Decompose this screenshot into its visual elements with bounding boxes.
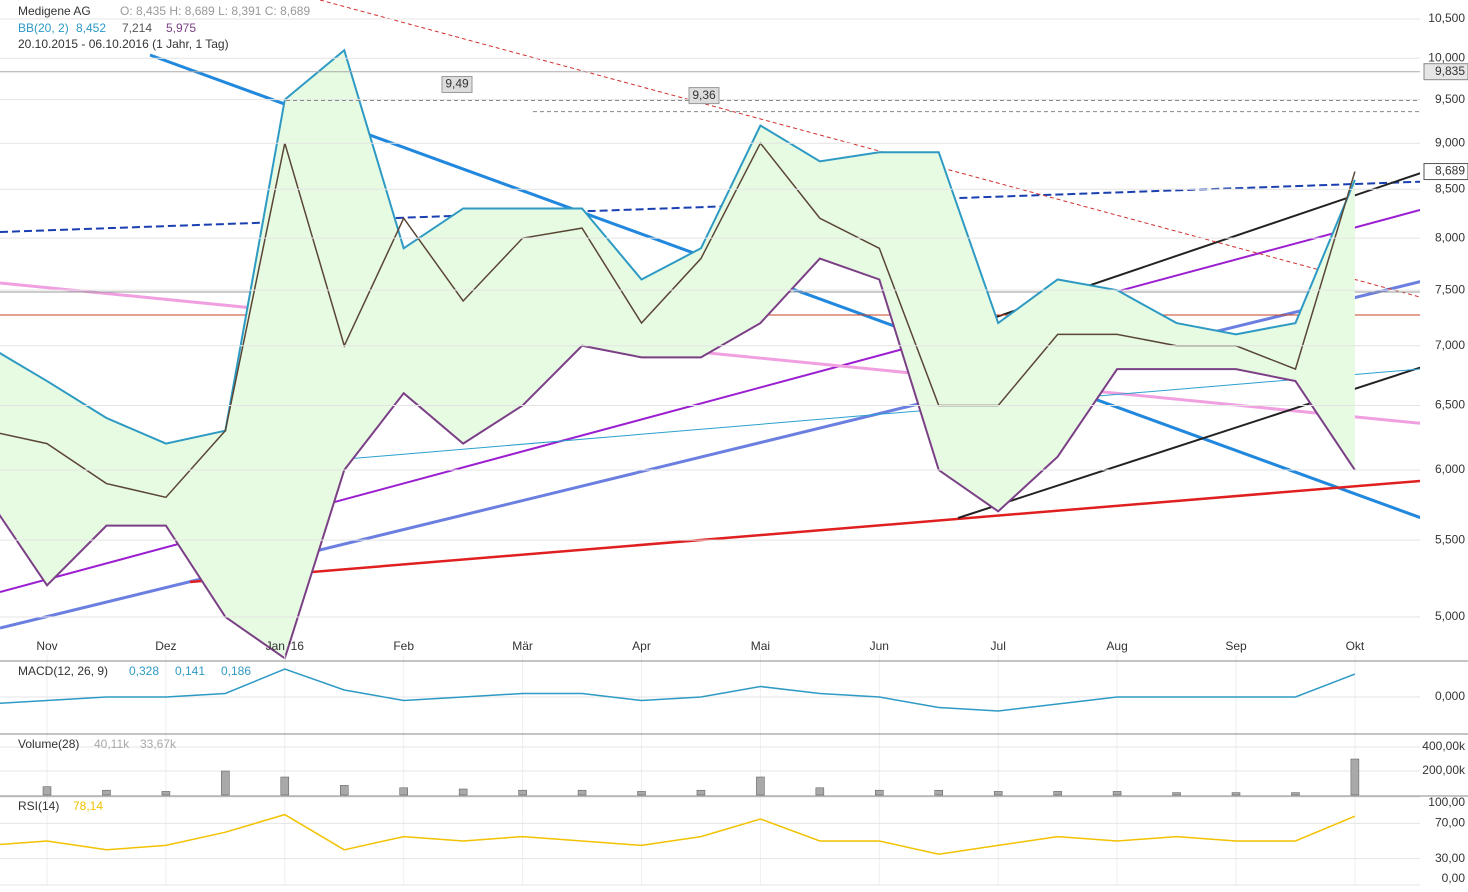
pane-legend-value: 33,67k xyxy=(140,737,177,751)
x-tick-label: Dez xyxy=(155,639,176,653)
volume-bar xyxy=(993,791,1003,796)
indicator-line xyxy=(0,813,1356,855)
x-tick-label: Okt xyxy=(1346,639,1365,653)
last-price-label: 8,689 xyxy=(1435,164,1465,178)
series-line xyxy=(0,141,1356,499)
trend-line xyxy=(0,281,1420,425)
y-tick-label: 8,000 xyxy=(1435,230,1465,244)
volume-bar xyxy=(1350,758,1360,796)
x-tick-label: Nov xyxy=(36,639,57,653)
volume-bar xyxy=(875,789,884,796)
trend-line xyxy=(319,0,1420,298)
annotation-box xyxy=(441,75,473,93)
y-tick-label: 6,500 xyxy=(1435,398,1465,412)
x-tick-label: Mai xyxy=(751,639,770,653)
volume-bar xyxy=(815,787,825,796)
volume-bar xyxy=(1291,792,1300,796)
pane-legend-value: 40,11k xyxy=(94,737,130,751)
bb-value: 7,214 xyxy=(122,21,152,35)
plot xyxy=(0,48,1356,660)
y-tick-label: 200,00k xyxy=(1422,763,1466,777)
y-tick-label: 7,000 xyxy=(1435,338,1465,352)
period: 20.10.2015 - 06.10.2016 (1 Jahr, 1 Tag) xyxy=(18,37,229,51)
y-tick-label: 400,00k xyxy=(1422,739,1466,753)
pane-legend-value: 0,328 xyxy=(129,664,159,678)
y-tick-label: 6,000 xyxy=(1435,462,1465,476)
x-tick-label: Aug xyxy=(1106,639,1127,653)
trend-line xyxy=(189,479,1420,584)
annotation-label: 9,49 xyxy=(445,77,469,91)
y-tick-label: 10,000 xyxy=(1428,50,1465,64)
y-tick-label: 9,000 xyxy=(1435,135,1465,149)
volume-bar xyxy=(399,787,408,796)
y-tick-label: 5,000 xyxy=(1435,609,1465,623)
volume-bar xyxy=(102,789,111,796)
x-tick-label: Mär xyxy=(512,639,533,653)
y-tick-label: 70,00 xyxy=(1435,816,1465,830)
indicator-line xyxy=(0,668,1356,712)
pane-legend-value: 78,14 xyxy=(73,799,103,813)
y-tick-label: 0,00 xyxy=(1442,871,1466,885)
last-price-tag xyxy=(1423,163,1468,181)
bb-band xyxy=(0,50,1355,659)
pane-legend-value: 0,141 xyxy=(175,664,205,678)
x-tick-label: Sep xyxy=(1225,639,1247,653)
bb-label: BB(20, 2) xyxy=(18,21,69,35)
volume-bar xyxy=(340,785,349,796)
volume-bar xyxy=(1231,792,1241,796)
volume-bar xyxy=(280,776,290,796)
volume-bar xyxy=(637,791,646,796)
header-ohlc: O: 8,435 H: 8,689 L: 8,391 C: 8,689 xyxy=(120,4,310,18)
y-tick-label: 30,00 xyxy=(1435,851,1465,865)
x-tick-label: Apr xyxy=(632,639,651,653)
volume-bar xyxy=(1053,791,1062,796)
volume-bar xyxy=(1172,792,1181,796)
price-tag xyxy=(1423,63,1468,81)
y-tick-label: 9,500 xyxy=(1435,92,1465,106)
series-line xyxy=(0,257,1356,660)
x-tick-label: Jul xyxy=(991,639,1006,653)
y-tick-label: 8,500 xyxy=(1435,181,1465,195)
price-tag-label: 9,835 xyxy=(1435,64,1465,78)
annotation-box xyxy=(688,87,720,105)
volume-bar xyxy=(577,789,587,796)
pane-legend-value: 0,186 xyxy=(221,664,251,678)
y-tick-label: 7,500 xyxy=(1435,282,1465,296)
pane-title: MACD(12, 26, 9) xyxy=(18,664,108,678)
volume-bar xyxy=(934,789,943,796)
channel-line xyxy=(957,366,1420,519)
header-name: Medigene AG xyxy=(18,4,91,18)
volume-bar xyxy=(756,776,765,796)
series-line xyxy=(0,48,1356,445)
bb-value: 5,975 xyxy=(166,21,196,35)
pane-title: RSI(14) xyxy=(18,799,59,813)
bb-value: 8,452 xyxy=(76,21,106,35)
volume-bar xyxy=(1112,791,1122,796)
y-tick-label: 10,500 xyxy=(1428,11,1465,25)
volume-bar xyxy=(518,789,527,796)
x-tick-label: Jan '16 xyxy=(266,639,305,653)
pane-title: Volume(28) xyxy=(18,737,79,751)
x-tick-label: Jun xyxy=(870,639,889,653)
volume-bar xyxy=(458,788,468,796)
y-tick-label: 0,000 xyxy=(1435,689,1465,703)
volume-bar xyxy=(161,791,171,796)
annotation-label: 9,36 xyxy=(692,88,716,102)
volume-bar xyxy=(696,789,706,796)
y-tick-label: 100,00 xyxy=(1428,795,1465,809)
volume-bar xyxy=(42,786,52,796)
x-tick-label: Feb xyxy=(393,639,414,653)
y-tick-label: 5,500 xyxy=(1435,532,1465,546)
volume-bar xyxy=(221,770,230,796)
